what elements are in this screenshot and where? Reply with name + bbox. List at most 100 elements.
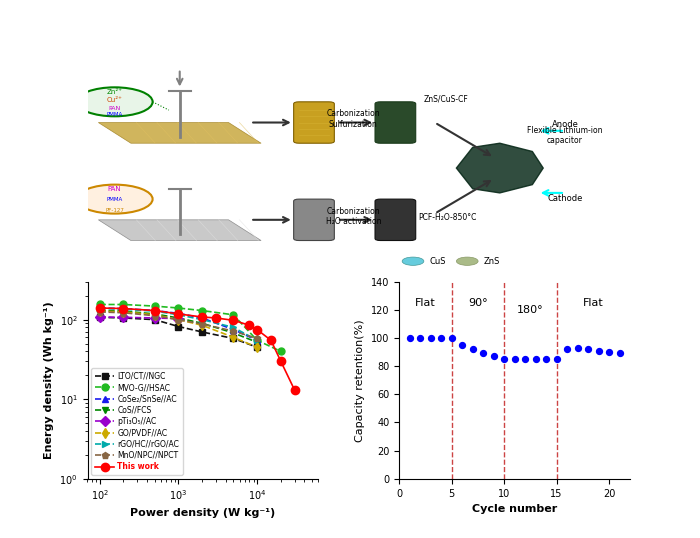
GO/PVDF//AC xyxy=(150,312,159,318)
Point xyxy=(593,346,604,355)
Point xyxy=(530,355,541,364)
Circle shape xyxy=(77,87,153,116)
CoSe₂/SnSe//AC xyxy=(174,310,183,316)
Line: CoS//FCS: CoS//FCS xyxy=(96,307,260,346)
pTi₃O₅//AC xyxy=(119,314,127,321)
CoS//FCS xyxy=(150,310,159,317)
Polygon shape xyxy=(456,143,543,193)
GO/PVDF//AC xyxy=(253,344,261,350)
FancyBboxPatch shape xyxy=(375,199,416,240)
This work xyxy=(290,387,299,393)
rGO/HC//rGO/AC xyxy=(198,316,206,323)
Point xyxy=(446,334,457,342)
CoSe₂/SnSe//AC xyxy=(119,305,127,312)
Line: This work: This work xyxy=(95,304,299,394)
Text: PMMA: PMMA xyxy=(106,197,122,202)
Text: CuS: CuS xyxy=(429,257,446,266)
Line: pTi₃O₅//AC: pTi₃O₅//AC xyxy=(96,314,182,322)
CoSe₂/SnSe//AC xyxy=(253,337,261,344)
Point xyxy=(614,349,625,358)
rGO/HC//rGO/AC xyxy=(253,337,261,344)
Text: PCF-H₂O-850°C: PCF-H₂O-850°C xyxy=(419,213,477,222)
Text: PAN: PAN xyxy=(108,106,120,111)
CoS//FCS xyxy=(174,315,183,321)
Line: CoSe₂/SnSe//AC: CoSe₂/SnSe//AC xyxy=(96,305,260,344)
Text: ZnS/CuS-CF: ZnS/CuS-CF xyxy=(424,95,468,104)
MVO-G//HSAC xyxy=(229,312,237,318)
Line: GO/PVDF//AC: GO/PVDF//AC xyxy=(96,308,260,351)
CoS//FCS xyxy=(198,320,206,327)
GO/PVDF//AC xyxy=(229,334,237,341)
Point xyxy=(404,334,415,342)
MVO-G//HSAC xyxy=(198,307,206,314)
Point xyxy=(509,355,520,364)
Point xyxy=(603,348,615,356)
MnO/NPC//NPCT xyxy=(229,328,237,334)
Text: Zn²⁺: Zn²⁺ xyxy=(106,89,122,95)
Y-axis label: Energy density (Wh kg⁻¹): Energy density (Wh kg⁻¹) xyxy=(44,301,54,459)
Point xyxy=(540,355,552,364)
CoSe₂/SnSe//AC xyxy=(229,327,237,333)
MVO-G//HSAC xyxy=(174,305,183,312)
Polygon shape xyxy=(98,220,261,240)
GO/PVDF//AC xyxy=(198,322,206,329)
This work xyxy=(174,310,183,317)
MnO/NPC//NPCT xyxy=(150,313,159,319)
pTi₃O₅//AC xyxy=(95,314,104,320)
Text: ZnS: ZnS xyxy=(484,257,500,266)
Circle shape xyxy=(456,257,478,265)
This work xyxy=(150,307,159,314)
CoSe₂/SnSe//AC xyxy=(95,305,104,312)
Text: H₂O activation: H₂O activation xyxy=(326,217,381,226)
rGO/HC//rGO/AC xyxy=(229,324,237,330)
MnO/NPC//NPCT xyxy=(253,335,261,342)
MVO-G//HSAC xyxy=(95,301,104,308)
MVO-G//HSAC xyxy=(253,337,261,344)
LTO/CT//NGC xyxy=(119,315,127,321)
FancyBboxPatch shape xyxy=(294,199,335,240)
X-axis label: Cycle number: Cycle number xyxy=(472,504,557,514)
Point xyxy=(519,355,531,364)
Point xyxy=(414,334,426,342)
LTO/CT//NGC xyxy=(229,335,237,342)
This work xyxy=(198,314,206,320)
CoSe₂/SnSe//AC xyxy=(150,307,159,314)
This work xyxy=(276,358,285,364)
Text: Sulfurization: Sulfurization xyxy=(329,119,378,129)
This work xyxy=(245,322,253,329)
pTi₃O₅//AC xyxy=(174,315,183,322)
Line: MnO/NPC//NPCT: MnO/NPC//NPCT xyxy=(96,308,260,342)
MVO-G//HSAC xyxy=(119,301,127,308)
Point xyxy=(498,355,510,364)
LTO/CT//NGC xyxy=(174,323,183,330)
LTO/CT//NGC xyxy=(253,344,261,350)
X-axis label: Power density (W kg⁻¹): Power density (W kg⁻¹) xyxy=(130,508,276,518)
Text: Cathode: Cathode xyxy=(547,194,582,203)
Point xyxy=(488,352,499,360)
CoS//FCS xyxy=(229,330,237,336)
Text: 90°: 90° xyxy=(468,298,488,308)
Text: Flat: Flat xyxy=(415,298,436,308)
rGO/HC//rGO/AC xyxy=(150,308,159,314)
MnO/NPC//NPCT xyxy=(95,309,104,315)
Point xyxy=(435,334,447,342)
Line: MVO-G//HSAC: MVO-G//HSAC xyxy=(96,301,284,355)
LTO/CT//NGC xyxy=(95,314,104,321)
MnO/NPC//NPCT xyxy=(119,309,127,316)
Point xyxy=(467,345,478,353)
This work xyxy=(267,337,275,344)
Point xyxy=(561,345,573,353)
GO/PVDF//AC xyxy=(95,308,104,314)
Text: Cu²⁺: Cu²⁺ xyxy=(106,97,122,103)
Circle shape xyxy=(402,257,424,265)
Text: PMMA: PMMA xyxy=(106,112,122,117)
Text: Flat: Flat xyxy=(583,298,603,308)
FancyBboxPatch shape xyxy=(375,102,416,143)
CoS//FCS xyxy=(119,308,127,314)
Circle shape xyxy=(77,185,153,214)
CoSe₂/SnSe//AC xyxy=(198,315,206,321)
Text: PAN: PAN xyxy=(108,186,121,192)
Polygon shape xyxy=(98,123,261,143)
Line: LTO/CT//NGC: LTO/CT//NGC xyxy=(96,314,260,351)
FancyBboxPatch shape xyxy=(294,102,335,143)
